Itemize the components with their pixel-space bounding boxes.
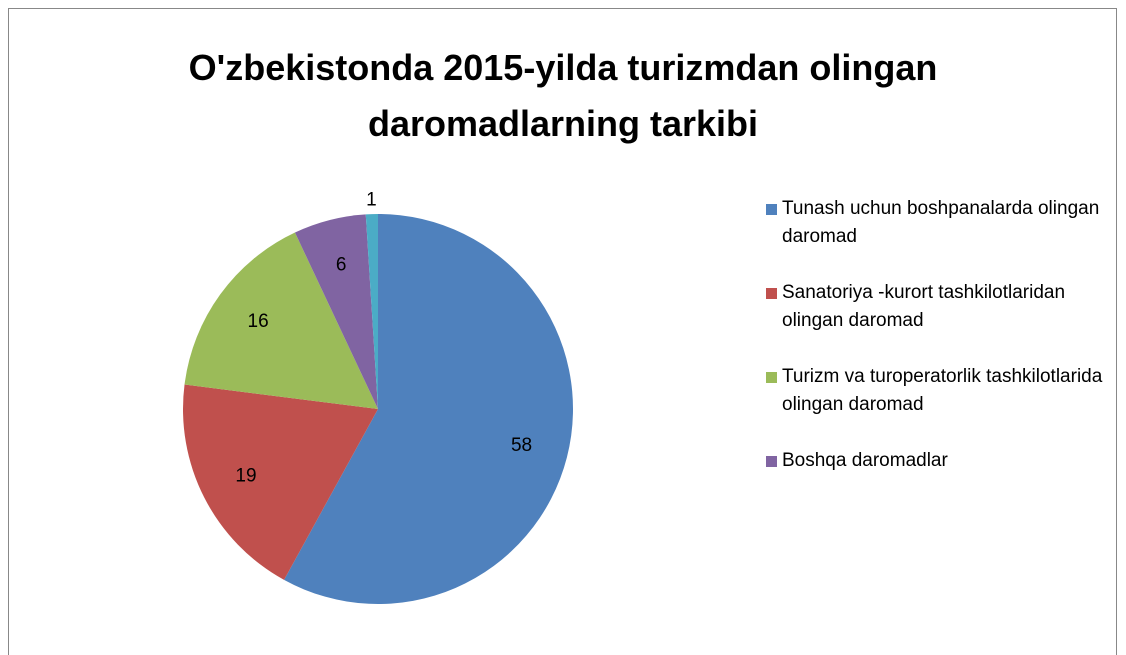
legend-item: Sanatoriya -kurort tashkilotlaridan olin… [766,279,1106,335]
chart-frame [8,8,1117,655]
pie-slice [365,214,378,409]
legend-swatch [766,456,777,467]
legend-item: Tunash uchun boshpanalarda olingan darom… [766,195,1106,251]
legend-item: Boshqa daromadlar [766,447,1106,475]
pie-slice [184,232,378,409]
data-label: 16 [248,311,269,332]
pie-slice [294,214,378,409]
legend-swatch [766,288,777,299]
legend-label: Tunash uchun boshpanalarda olingan darom… [782,198,1100,247]
pie-slice [182,384,378,580]
data-label: 6 [336,254,347,275]
legend-item: Turizm va turoperatorlik tashkilotlarida… [766,363,1106,419]
data-label: 1 [366,189,377,210]
legend: Tunash uchun boshpanalarda olingan darom… [766,195,1106,503]
data-label: 19 [235,465,256,486]
chart-title: O'zbekistonda 2015-yilda turizmdan oling… [188,47,938,144]
pie-slice [284,214,573,604]
legend-label: Turizm va turoperatorlik tashkilotlarida… [782,366,1103,415]
legend-label: Boshqa daromadlar [782,450,948,471]
legend-label: Sanatoriya -kurort tashkilotlaridan olin… [782,282,1066,331]
legend-swatch [766,204,777,215]
data-label: 58 [511,435,532,456]
legend-swatch [766,372,777,383]
